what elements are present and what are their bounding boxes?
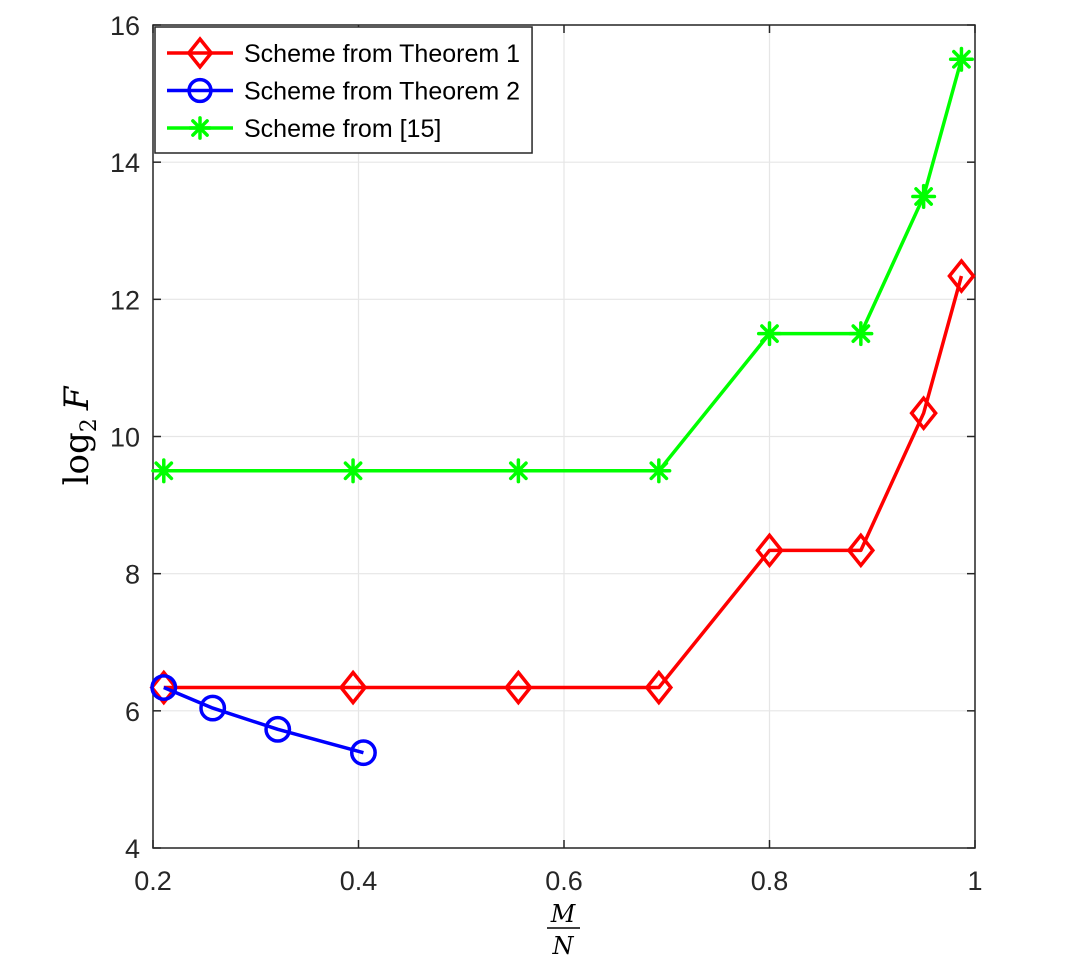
y-tick-label: 14	[110, 148, 140, 178]
diamond-marker	[846, 532, 876, 569]
asterisk-stroke	[508, 461, 528, 481]
legend: Scheme from Theorem 1 Scheme from Theorem…	[154, 26, 533, 154]
y-tick-label: 8	[125, 560, 140, 590]
asterisk-stroke	[760, 324, 779, 344]
asterisk-stroke	[649, 461, 669, 481]
y-tick-label: 10	[110, 423, 140, 453]
y-axis-label-subscript: 2	[77, 418, 102, 432]
y-tick-label: 12	[110, 285, 140, 315]
diamond-marker	[909, 395, 938, 431]
diamond-marker	[755, 532, 784, 569]
series-line	[163, 58, 964, 473]
asterisk-stroke	[952, 49, 971, 69]
diamond-marker	[338, 669, 368, 706]
x-tick-label: 0.4	[340, 866, 378, 896]
x-tick-label: 0.2	[134, 866, 172, 896]
x-axis-label: M N	[547, 900, 580, 957]
circle-marker	[187, 77, 213, 104]
asterisk-stroke	[343, 461, 363, 481]
svg-text:log2F: log2 F	[57, 385, 102, 485]
legend-label: Scheme from Theorem 1	[244, 40, 520, 68]
y-axis-label: log2 F	[57, 385, 102, 485]
circle-marker	[349, 739, 377, 767]
y-axis-label-variable: F	[57, 385, 97, 411]
asterisk-marker	[911, 183, 937, 210]
series-1	[149, 258, 976, 706]
diamond-marker	[947, 258, 976, 294]
legend-label: Scheme from Theorem 2	[244, 78, 520, 106]
asterisk-marker	[188, 116, 212, 140]
diamond-marker	[149, 669, 179, 706]
x-axis-label-numerator: M	[550, 900, 577, 928]
asterisk-stroke	[191, 119, 209, 137]
x-axis-label-denominator: N	[552, 932, 575, 957]
y-tick-label: 16	[110, 11, 140, 41]
legend-label: Scheme from [15]	[244, 115, 441, 143]
asterisk-marker	[151, 458, 177, 484]
diamond-marker	[644, 669, 674, 706]
asterisk-stroke	[154, 461, 174, 481]
diamond-marker	[504, 669, 533, 706]
circle-marker	[199, 694, 227, 722]
x-tick-label: 0.6	[545, 866, 583, 896]
asterisk-marker	[948, 46, 974, 72]
asterisk-stroke	[851, 324, 871, 344]
asterisk-marker	[340, 458, 366, 484]
series-line	[163, 275, 964, 690]
y-tick-label: 6	[125, 697, 140, 727]
y-tick-label: 4	[125, 834, 140, 864]
asterisk-marker	[505, 458, 531, 484]
x-tick-label: 1	[967, 866, 982, 896]
asterisk-marker	[756, 321, 783, 347]
series-3	[151, 46, 974, 484]
x-tick-label: 0.8	[751, 866, 789, 896]
asterisk-marker	[646, 458, 672, 484]
circle-marker	[150, 674, 178, 701]
series-line	[163, 685, 364, 755]
diamond-marker	[186, 36, 214, 70]
y-axis-label-function: log	[57, 432, 97, 485]
circle-marker	[264, 715, 292, 743]
asterisk-stroke	[914, 187, 934, 206]
asterisk-marker	[848, 321, 874, 347]
series-2	[150, 674, 377, 767]
series-layer	[149, 46, 976, 767]
